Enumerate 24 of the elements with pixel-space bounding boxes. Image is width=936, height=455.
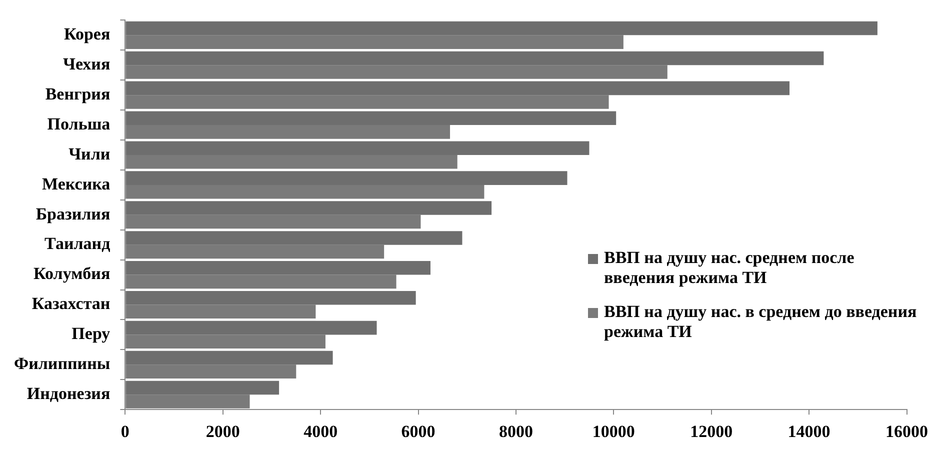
y-tick-label: Индонезия [26,384,110,404]
y-tick-label: Польша [47,114,111,134]
x-tick-label: 16000 [886,422,928,442]
x-tick-label: 10000 [592,422,635,442]
y-tick-label: Таиланд [44,234,111,254]
y-tick-label: Бразилия [36,204,110,224]
x-tick-label: 2000 [206,422,240,442]
y-tick-label: Чехия [62,54,110,74]
y-tick-label: Филиппины [14,354,110,374]
x-tick-label: 4000 [304,422,338,442]
y-tick-label: Венгрия [45,84,110,104]
legend-label: ВВП на душу нас. в среднем до введения режима ТИ [604,302,918,342]
y-tick-label: Корея [64,24,110,44]
y-tick-label: Чили [68,144,110,164]
x-tick-label: 12000 [690,422,733,442]
x-tick-label: 14000 [788,422,830,442]
x-tick-label: 6000 [401,422,436,442]
x-tick-label: 0 [120,422,130,442]
y-tick-label: Мексика [42,174,111,194]
y-tick-label: Перу [72,324,111,344]
y-tick-label: Казахстан [32,294,110,314]
y-tick-label: Колумбия [34,264,110,284]
legend-label: ВВП на душу нас. среднем после введения режима ТИ [604,248,856,288]
x-tick-label: 8000 [498,422,533,442]
